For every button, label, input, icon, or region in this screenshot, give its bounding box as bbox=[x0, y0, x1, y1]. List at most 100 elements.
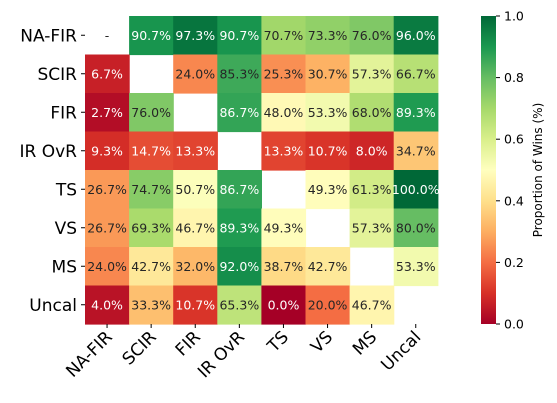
cell-value-label: 65.3% bbox=[219, 297, 259, 312]
heatmap-cell bbox=[349, 93, 395, 133]
heatmap-cell bbox=[173, 285, 218, 325]
cell-value-label: 61.3% bbox=[352, 182, 392, 197]
cell-value-label: 85.3% bbox=[219, 66, 259, 81]
row-label: MS bbox=[52, 257, 77, 277]
cell-value-label: 24.0% bbox=[87, 259, 127, 274]
heatmap-cell bbox=[129, 285, 174, 325]
cell-value-label: 53.3% bbox=[308, 105, 348, 120]
heatmap-cell bbox=[261, 247, 307, 287]
cell-value-label: 20.0% bbox=[308, 297, 348, 312]
cell-value-label: 49.3% bbox=[308, 182, 348, 197]
heatmap-cell bbox=[261, 93, 307, 133]
heatmap-cell bbox=[85, 208, 130, 248]
heatmap-cell bbox=[85, 170, 130, 210]
column-label: IR OvR bbox=[194, 327, 249, 382]
heatmap-cell bbox=[173, 54, 218, 94]
column-label: VS bbox=[307, 327, 337, 357]
cell-value-label: 70.7% bbox=[264, 28, 304, 43]
cell-value-label: 86.7% bbox=[219, 182, 259, 197]
cell-value-label: 6.7% bbox=[91, 66, 123, 81]
cell-value-label: 50.7% bbox=[175, 182, 215, 197]
heatmap-cell bbox=[129, 131, 174, 171]
heatmap-cell bbox=[85, 285, 130, 325]
colorbar-tick-label: 0.4 bbox=[504, 193, 524, 208]
cell-value-label: 53.3% bbox=[396, 259, 436, 274]
heatmap-cell bbox=[349, 54, 395, 94]
cell-value-label: 30.7% bbox=[308, 66, 348, 81]
heatmap-cell bbox=[393, 131, 439, 171]
heatmap-cell bbox=[173, 131, 218, 171]
cell-value-label: 89.3% bbox=[219, 220, 259, 235]
heatmap-cell bbox=[349, 285, 395, 325]
heatmap-cell bbox=[261, 208, 307, 248]
heatmap-cell bbox=[305, 247, 351, 287]
heatmap-cell bbox=[349, 208, 395, 248]
colorbar: 0.0 0.2 0.4 0.6 0.8 1.0 Proportion of Wins (%… bbox=[481, 9, 545, 332]
column-label: TS bbox=[263, 327, 293, 357]
cell-value-label: 9.3% bbox=[91, 143, 123, 158]
column-label: SCIR bbox=[119, 327, 161, 369]
heatmap-cell bbox=[173, 208, 218, 248]
colorbar-tick-label: 0.8 bbox=[504, 70, 524, 85]
heatmap-cell bbox=[85, 247, 130, 287]
cell-value-label: 26.7% bbox=[87, 220, 127, 235]
heatmap-cell bbox=[305, 54, 351, 94]
heatmap-cell bbox=[261, 131, 307, 171]
cell-value-label: 10.7% bbox=[308, 143, 348, 158]
heatmap-cell bbox=[393, 93, 439, 133]
cell-value-label: 57.3% bbox=[352, 66, 392, 81]
heatmap-cell bbox=[217, 247, 262, 287]
cell-value-label: 26.7% bbox=[87, 182, 127, 197]
cell-value-label: 73.3% bbox=[308, 28, 348, 43]
heatmap-cell bbox=[261, 54, 307, 94]
cell-value-label: 4.0% bbox=[91, 297, 123, 312]
cell-value-label: 14.7% bbox=[131, 143, 171, 158]
heatmap-cell bbox=[393, 16, 439, 56]
heatmap-cell bbox=[173, 170, 218, 210]
heatmap-cell bbox=[305, 93, 351, 133]
cell-value-label: 90.7% bbox=[219, 28, 259, 43]
column-label: FIR bbox=[172, 327, 205, 360]
cell-value-label: - bbox=[105, 28, 110, 43]
heatmap-cell bbox=[217, 54, 262, 94]
colorbar-tick-label: 1.0 bbox=[504, 9, 524, 24]
colorbar-tick-label: 0.0 bbox=[504, 317, 524, 332]
cell-value-label: 49.3% bbox=[264, 220, 304, 235]
cell-value-label: 66.7% bbox=[396, 66, 436, 81]
heatmap-cells: - 90.7% 97.3% 90.7% 70.7% 73.3% 76.0% 96.0% 6.7%… bbox=[85, 16, 440, 325]
cell-value-label: 24.0% bbox=[175, 66, 215, 81]
row-label: VS bbox=[55, 219, 77, 239]
heatmap-cell bbox=[261, 285, 307, 325]
column-label: MS bbox=[349, 327, 381, 359]
heatmap-cell bbox=[217, 93, 262, 133]
cell-value-label: 80.0% bbox=[396, 220, 436, 235]
cell-value-label: 68.0% bbox=[352, 105, 392, 120]
row-label: TS bbox=[55, 180, 77, 200]
cell-value-label: 46.7% bbox=[352, 297, 392, 312]
cell-value-label: 92.0% bbox=[219, 259, 259, 274]
cell-value-label: 57.3% bbox=[352, 220, 392, 235]
heatmap-cell bbox=[217, 170, 262, 210]
cell-value-label: 74.7% bbox=[131, 182, 171, 197]
row-label: IR OvR bbox=[20, 142, 78, 162]
column-label: Uncal bbox=[377, 327, 425, 375]
cell-value-label: 46.7% bbox=[175, 220, 215, 235]
heatmap-cell bbox=[393, 54, 439, 94]
heatmap-cell bbox=[305, 131, 351, 171]
heatmap-cell bbox=[217, 208, 262, 248]
heatmap-cell bbox=[349, 16, 395, 56]
colorbar-gradient bbox=[481, 16, 496, 324]
cell-value-label: 97.3% bbox=[175, 28, 215, 43]
cell-value-label: 76.0% bbox=[352, 28, 392, 43]
cell-value-label: 2.7% bbox=[91, 105, 123, 120]
cell-value-label: 89.3% bbox=[396, 105, 436, 120]
heatmap-cell bbox=[129, 93, 174, 133]
colorbar-ticks: 0.0 0.2 0.4 0.6 0.8 1.0 bbox=[496, 9, 524, 332]
cell-value-label: 76.0% bbox=[131, 105, 171, 120]
cell-value-label: 25.3% bbox=[264, 66, 304, 81]
cell-value-label: 96.0% bbox=[396, 28, 436, 43]
cell-value-label: 42.7% bbox=[308, 259, 348, 274]
row-labels: NA-FIR SCIR FIR IR OvR TS VS MS Uncal bbox=[20, 26, 85, 316]
